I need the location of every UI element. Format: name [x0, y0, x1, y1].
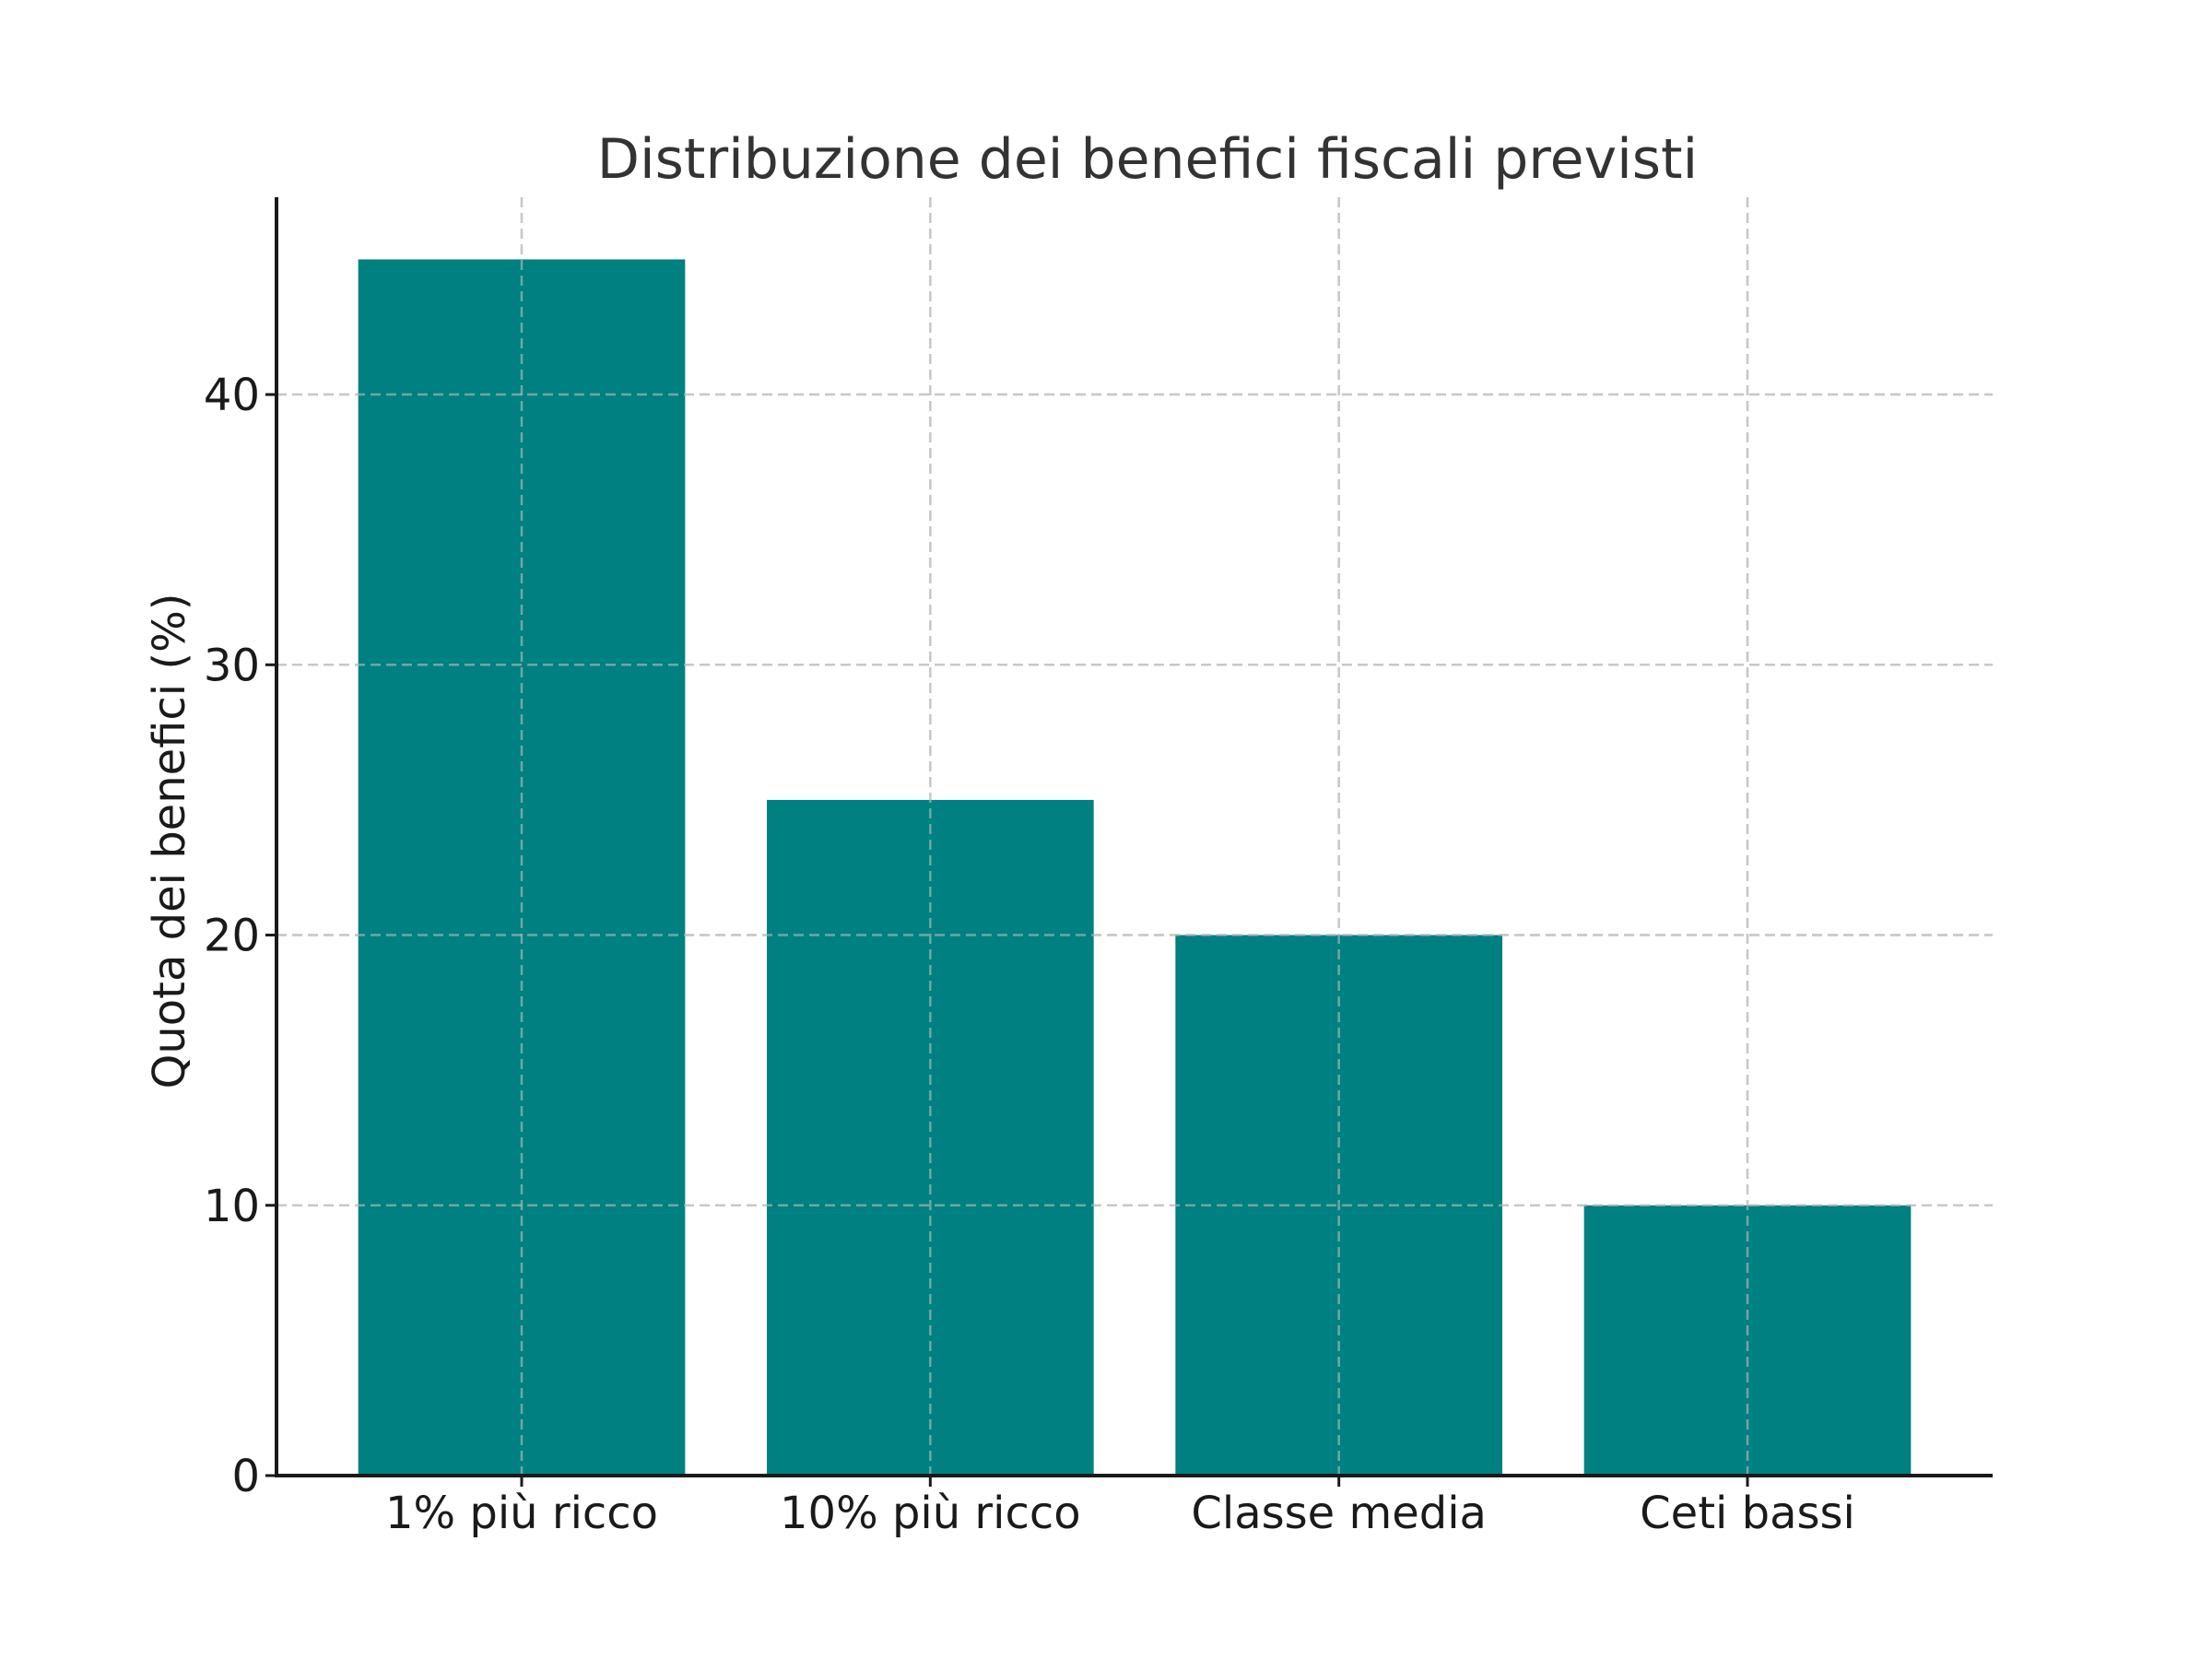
x-tick-label: 1% più ricco [385, 1488, 658, 1539]
y-tick-label: 30 [204, 640, 260, 691]
y-tick-label: 10 [204, 1181, 260, 1232]
chart-title: Distribuzione dei benefici fiscali previ… [597, 127, 1698, 192]
x-tick-label: Ceti bassi [1640, 1488, 1855, 1539]
y-ticks: 0 10 20 30 40 [204, 370, 276, 1502]
y-gridlines-overlay [276, 393, 1993, 1207]
bars [358, 259, 1912, 1476]
x-gridlines-overlay [520, 197, 1749, 1476]
y-tick-label: 40 [204, 370, 260, 421]
bar [358, 259, 686, 1476]
y-tick-label: 20 [204, 911, 260, 962]
y-axis-label: Quota dei benefici (%) [144, 594, 195, 1089]
x-tick-label: 10% più ricco [780, 1488, 1081, 1539]
x-tick-label: Classe media [1191, 1488, 1487, 1539]
y-tick-label: 0 [231, 1451, 260, 1502]
x-ticks: 1% più ricco 10% più ricco Classe media Cet… [385, 1476, 1855, 1539]
